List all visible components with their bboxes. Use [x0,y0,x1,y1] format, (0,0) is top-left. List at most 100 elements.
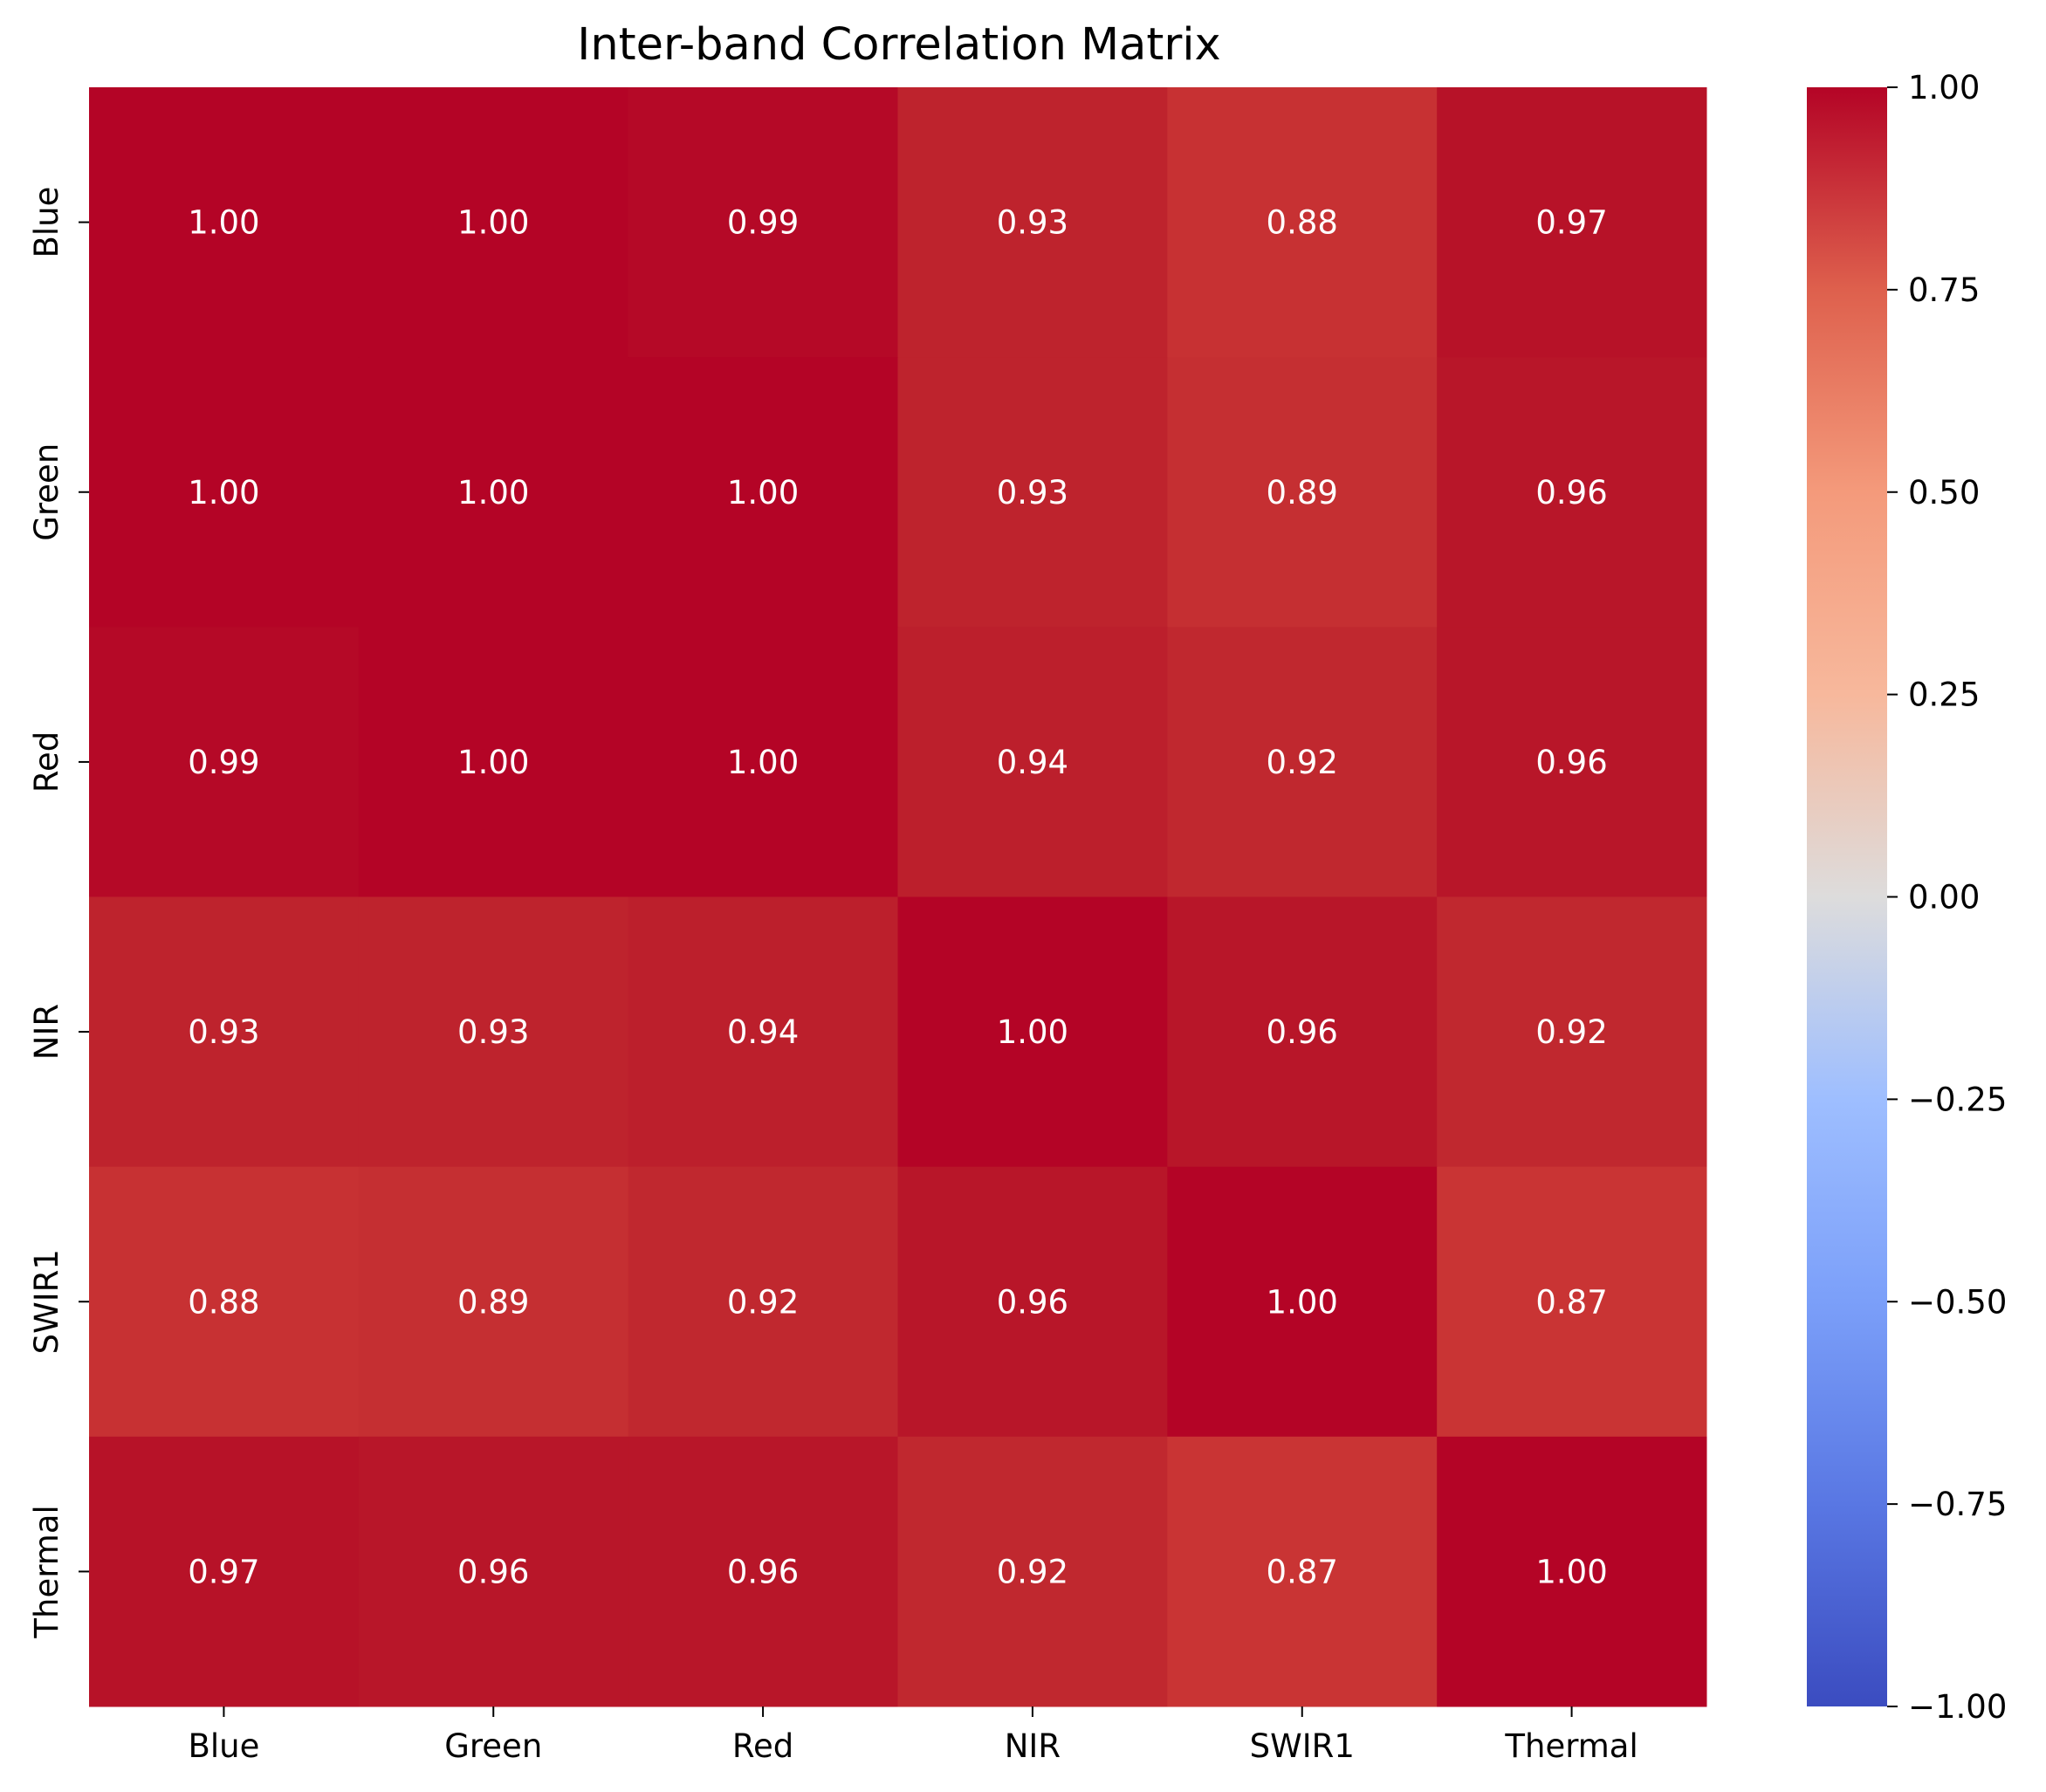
cell-value-label: 0.99 [727,204,799,242]
heatmap-cell [358,896,629,1168]
y-axis: Blue Green Red NIR SWIR1 Thermal [28,187,89,1639]
heatmap-cells [89,87,1707,1707]
colorbar-tick-label: 0.25 [1908,676,1980,714]
cell-value-label: 0.87 [1267,1553,1338,1590]
cell-value-label: 0.96 [1535,744,1607,781]
cell-value-label: 0.88 [1267,204,1338,242]
cell-value-label: 1.00 [188,204,259,242]
cell-value-label: 0.92 [1267,744,1338,781]
heatmap-cell [358,357,629,628]
heatmap-cell [1167,627,1438,897]
heatmap-cell [628,357,898,628]
heatmap-cell [628,627,898,897]
cell-value-label: 0.97 [1535,204,1607,242]
x-tick-label: Blue [188,1727,259,1765]
colorbar-gradient [1807,87,1887,1706]
cell-value-label: 0.96 [727,1553,799,1590]
y-tick-label: Thermal [28,1505,65,1638]
heatmap-cell [89,627,360,897]
colorbar-tick-label: 0.75 [1908,271,1980,309]
heatmap-cell [89,1436,360,1707]
heatmap-cell [1437,1166,1707,1438]
cell-value-label: 1.00 [727,744,799,781]
heatmap-cell [1437,357,1707,628]
heatmap-cell [897,1166,1168,1438]
cell-value-label: 0.89 [457,1283,529,1321]
cell-value-label: 1.00 [1267,1283,1338,1321]
colorbar-tick-label: 1.00 [1908,69,1980,106]
heatmap-cell [89,1166,360,1438]
heatmap-cell [1167,1436,1438,1707]
colorbar-tick-label: 0.50 [1908,474,1980,512]
cell-value-label: 0.87 [1535,1283,1607,1321]
heatmap-cell [358,1436,629,1707]
heatmap-cell [897,357,1168,628]
colorbar: 1.00 0.75 0.50 0.25 0.00 −0.25 −0.50 −0.75 −1.00 [1807,69,2007,1726]
heatmap-cell-labels: 1.00 1.00 0.99 0.93 0.88 0.97 1.00 1.00 1.00 0.93… [188,204,1608,1591]
heatmap-cell [1167,1166,1438,1438]
y-tick-label: Green [28,443,65,541]
cell-value-label: 0.96 [457,1553,529,1590]
heatmap-cell [89,357,360,628]
cell-value-label: 0.94 [997,744,1068,781]
chart-title: Inter-band Correlation Matrix [577,19,1220,71]
cell-value-label: 1.00 [188,474,259,512]
colorbar-tick-label: −0.25 [1908,1081,2007,1118]
cell-value-label: 0.97 [188,1553,259,1590]
heatmap-cell [628,1166,898,1438]
heatmap-cell [1437,1436,1707,1707]
cell-value-label: 1.00 [727,474,799,512]
cell-value-label: 0.88 [188,1283,259,1321]
colorbar-ticks: 1.00 0.75 0.50 0.25 0.00 −0.25 −0.50 −0.75 −1.00 [1887,69,2007,1726]
colorbar-tick-label: 0.00 [1908,879,1980,917]
heatmap-cell [1437,87,1707,358]
heatmap-cell [1437,627,1707,897]
cell-value-label: 0.96 [1267,1013,1338,1051]
heatmap-cell [628,896,898,1168]
colorbar-tick-label: −1.00 [1908,1688,2007,1726]
heatmap-cell [897,87,1168,358]
cell-value-label: 1.00 [457,744,529,781]
cell-value-label: 1.00 [997,1013,1068,1051]
heatmap-cell [358,87,629,358]
heatmap-cell [89,896,360,1168]
heatmap-cell [1437,896,1707,1168]
cell-value-label: 0.94 [727,1013,799,1051]
heatmap-cell [897,1436,1168,1707]
cell-value-label: 0.92 [1535,1013,1607,1051]
heatmap-cell [89,87,360,358]
heatmap-cell [358,1166,629,1438]
cell-value-label: 0.96 [1535,474,1607,512]
x-tick-label: Green [444,1727,542,1765]
cell-value-label: 0.92 [997,1553,1068,1590]
cell-value-label: 0.89 [1267,474,1338,512]
y-tick-label: SWIR1 [28,1249,65,1354]
x-tick-label: Red [732,1727,793,1765]
cell-value-label: 1.00 [457,474,529,512]
cell-value-label: 1.00 [457,204,529,242]
cell-value-label: 0.96 [997,1283,1068,1321]
heatmap-cell [1167,357,1438,628]
y-tick-label: Blue [28,187,65,258]
cell-value-label: 0.93 [997,474,1068,512]
heatmap-cell [628,1436,898,1707]
x-tick-label: SWIR1 [1250,1727,1355,1765]
cell-value-label: 0.93 [997,204,1068,242]
colorbar-tick-label: −0.75 [1908,1486,2007,1523]
x-tick-label: NIR [1005,1727,1061,1765]
heatmap-cell [1167,87,1438,358]
heatmap-cell [897,896,1168,1168]
cell-value-label: 0.99 [188,744,259,781]
cell-value-label: 0.92 [727,1283,799,1321]
heatmap-cell [628,87,898,358]
heatmap-cell [897,627,1168,897]
x-axis: Blue Green Red NIR SWIR1 Thermal [188,1706,1638,1765]
heatmap-cell [358,627,629,897]
cell-value-label: 0.93 [188,1013,259,1051]
y-tick-label: Red [28,731,65,793]
y-tick-label: NIR [28,1004,65,1060]
x-tick-label: Thermal [1504,1727,1637,1765]
cell-value-label: 1.00 [1535,1553,1607,1590]
colorbar-tick-label: −0.50 [1908,1283,2007,1321]
